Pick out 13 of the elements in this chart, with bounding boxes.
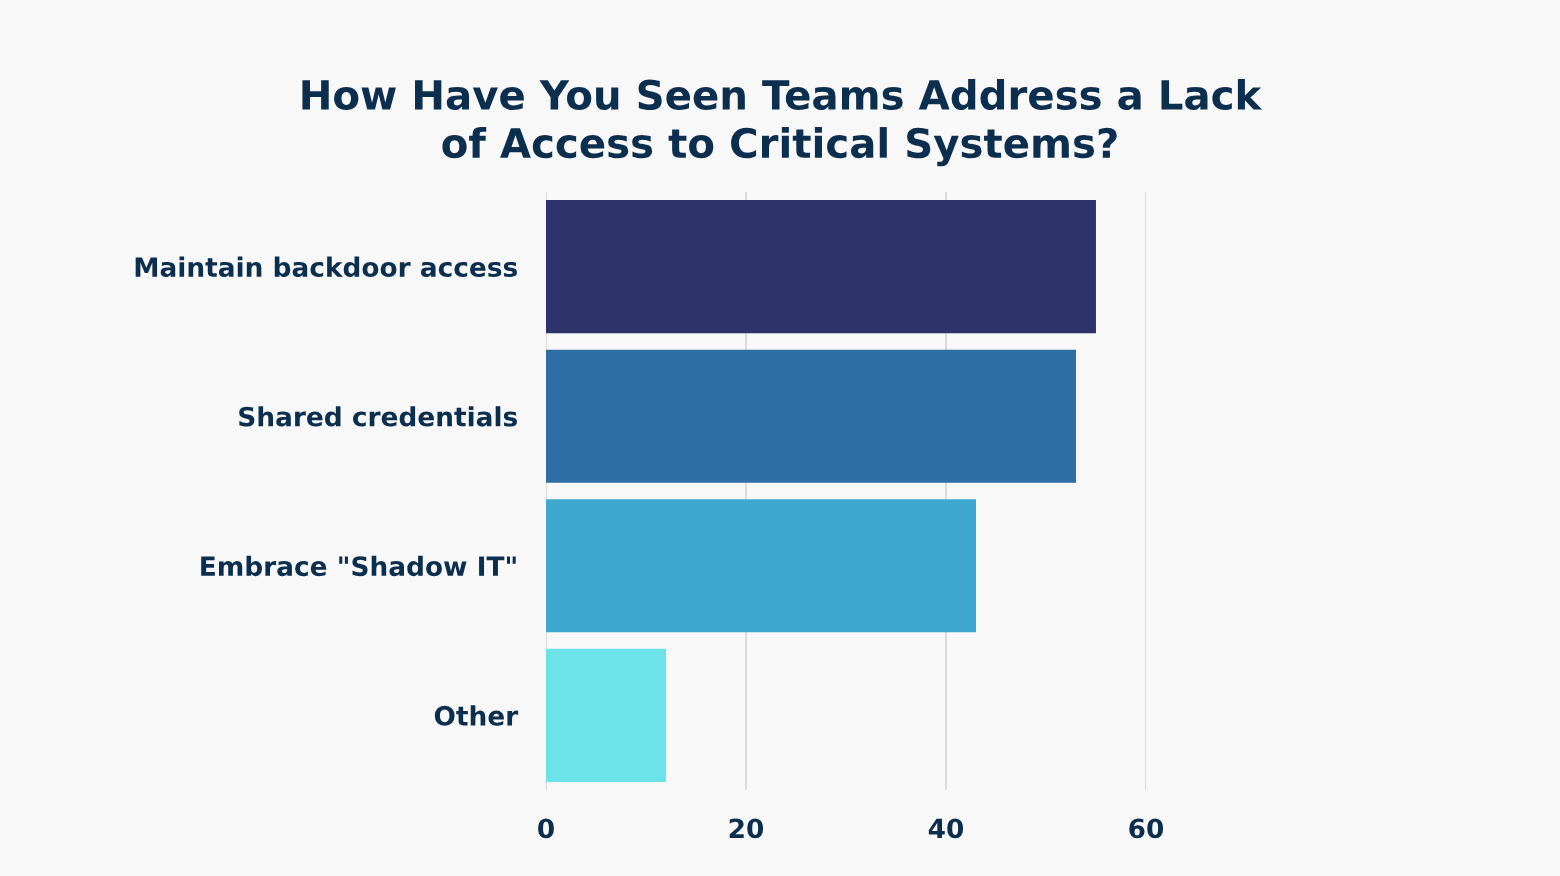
x-tick-label: 20 bbox=[729, 818, 764, 839]
y-tick-label: Maintain backdoor access bbox=[135, 256, 517, 278]
y-tick-label: Shared credentials bbox=[239, 406, 517, 427]
bar bbox=[546, 200, 1096, 334]
bar bbox=[546, 499, 976, 633]
bar bbox=[546, 648, 666, 782]
bar bbox=[546, 349, 1076, 483]
y-tick-label: Embrace "Shadow IT" bbox=[201, 555, 516, 577]
chart-title: How Have You Seen Teams Address a Lack of Access to Critical Systems? bbox=[302, 78, 1263, 167]
x-tick-label: 40 bbox=[928, 818, 964, 839]
x-tick-label: 0 bbox=[538, 818, 554, 839]
x-tick-label: 60 bbox=[1129, 818, 1164, 839]
y-tick-label: Other bbox=[434, 705, 519, 726]
